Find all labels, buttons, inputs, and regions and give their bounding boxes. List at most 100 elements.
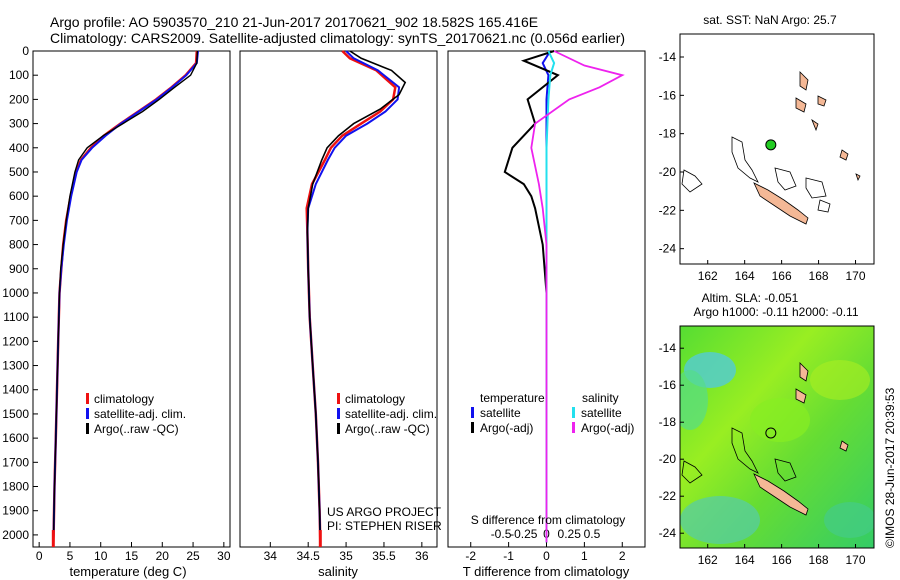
legend-swatch-climatology [86, 393, 89, 404]
depth-tick-label: 100 [9, 68, 29, 82]
x-tick-label: -1 [503, 549, 514, 563]
x-tick-label: 5 [67, 549, 74, 563]
difference-legend: temperature salinity satellite Argo(-adj… [471, 391, 634, 435]
header-line-2: Climatology: CARS2009. Satellite-adjuste… [50, 30, 625, 46]
lat-tick-label: -24 [659, 526, 677, 540]
lon-tick-label: 162 [698, 553, 718, 567]
legend-swatch-argo [337, 423, 340, 434]
depth-tick-label: 1400 [2, 383, 29, 397]
s-difference-axis-label: S difference from climatology [471, 513, 626, 527]
s-tick-label: -0.5 [491, 527, 512, 541]
imos-credit: ©IMOS 28-Jun-2017 20:39:53 [883, 387, 897, 548]
s-tick-label: -0.25 [510, 527, 538, 541]
sla-map-axes: 162 164 166 168 170 -14 -16 -18 -20 -22 -24 [659, 341, 866, 567]
x-tick-label: 35 [339, 549, 353, 563]
sla-map-title-line-2: Argo h1000: -0.11 h2000: -0.11 [693, 305, 858, 319]
lat-tick-label: -20 [659, 165, 677, 179]
sla-heatmap [680, 326, 874, 548]
depth-tick-label: 2000 [2, 528, 29, 542]
depth-tick-label: 400 [9, 141, 29, 155]
depth-tick-label: 700 [9, 213, 29, 227]
legend-swatch-t-argo [471, 422, 474, 433]
depth-tick-label: 1100 [3, 310, 29, 324]
legend-swatch-s-satellite [572, 407, 575, 418]
legend-swatch-argo [86, 423, 89, 434]
legend-label-s-satellite: satellite [581, 406, 622, 420]
lon-tick-label: 162 [698, 269, 718, 283]
legend-label-satellite: satellite-adj. clim. [345, 407, 437, 421]
depth-tick-label: 800 [9, 238, 29, 252]
difference-series [503, 50, 625, 543]
lat-tick-label: -16 [659, 378, 677, 392]
salinity-x-axis: 34 34.5 35 35.5 36 [264, 542, 429, 563]
x-tick-label: -2 [465, 549, 476, 563]
x-tick-label: 15 [125, 549, 139, 563]
depth-tick-label: 1700 [2, 455, 29, 469]
lon-tick-label: 164 [735, 553, 755, 567]
s-tick-label: 0.25 [558, 527, 582, 541]
legend-swatch-s-argo [572, 422, 575, 433]
depth-tick-label: 1500 [2, 407, 29, 421]
sst-map-land [753, 71, 861, 225]
lat-tick-label: -22 [659, 489, 677, 503]
depth-tick-label: 1600 [2, 431, 29, 445]
lon-tick-label: 170 [846, 269, 866, 283]
lat-tick-label: -18 [659, 415, 677, 429]
x-tick-label: 0 [543, 549, 550, 563]
legend-swatch-satellite [86, 408, 89, 419]
x-tick-label: 10 [94, 549, 108, 563]
series-line-climatology [52, 50, 199, 543]
depth-tick-label: 1000 [2, 286, 29, 300]
lat-tick-label: -16 [659, 88, 677, 102]
x-tick-label: 1 [581, 549, 588, 563]
legend-title-temperature: temperature [480, 391, 545, 405]
lon-tick-label: 168 [809, 553, 829, 567]
legend-title-salinity: salinity [582, 391, 619, 405]
lat-tick-label: -24 [659, 242, 677, 256]
lon-tick-label: 168 [809, 269, 829, 283]
x-tick-label: 2 [619, 549, 626, 563]
sst-map-axes: 162 164 166 168 170 -14 -16 -18 -20 -22 -24 [659, 50, 866, 283]
legend-label-t-satellite: satellite [480, 406, 521, 420]
depth-tick-label: 1300 [2, 359, 29, 373]
t-difference-axis-label: T difference from climatology [463, 564, 630, 579]
legend-label-argo: Argo(..raw -QC) [345, 422, 430, 436]
x-tick-label: 36 [415, 549, 429, 563]
series-line-salinity-satellite [545, 50, 556, 543]
header-line-1: Argo profile: AO 5903570_210 21-Jun-2017… [50, 14, 538, 30]
depth-tick-label: 1900 [2, 504, 29, 518]
depth-tick-label: 300 [9, 117, 29, 131]
salinity-axis-label: salinity [318, 564, 358, 579]
lat-tick-label: -18 [659, 127, 677, 141]
temperature-series [51, 50, 199, 547]
lon-tick-label: 164 [735, 269, 755, 283]
sla-map-frame [679, 325, 875, 549]
lat-tick-label: -14 [659, 341, 677, 355]
legend-label-argo: Argo(..raw -QC) [94, 422, 179, 436]
sst-map-title: sat. SST: NaN Argo: 25.7 [703, 13, 837, 27]
depth-tick-label: 500 [9, 165, 29, 179]
lat-tick-label: -14 [659, 50, 677, 64]
series-line-satellite-adj-clim- [52, 50, 199, 543]
lon-tick-label: 166 [772, 269, 792, 283]
legend-label-t-argo: Argo(-adj) [480, 421, 533, 435]
depth-tick-label: 1200 [2, 334, 29, 348]
legend-swatch-climatology [337, 393, 340, 404]
temperature-axis-label: temperature (deg C) [69, 564, 186, 579]
s-tick-label: 0.5 [584, 527, 601, 541]
x-tick-label: 20 [156, 549, 170, 563]
x-tick-label: 34 [264, 549, 278, 563]
series-line-salinity-argo-adj- [530, 50, 625, 543]
lon-tick-label: 166 [772, 553, 792, 567]
sla-map-title-line-1: Altim. SLA: -0.051 [702, 291, 799, 305]
series-line-argo-raw-qc- [306, 50, 407, 543]
depth-tick-label: 200 [9, 92, 29, 106]
project-annotation: US ARGO PROJECT [327, 505, 442, 519]
temperature-legend: climatology satellite-adj. clim. Argo(..… [86, 392, 186, 436]
x-tick-label: 25 [186, 549, 200, 563]
depth-tick-label: 1800 [2, 480, 29, 494]
float-position-marker [765, 427, 777, 439]
lat-tick-label: -22 [659, 203, 677, 217]
pi-annotation: PI: STEPHEN RISER [327, 519, 442, 533]
